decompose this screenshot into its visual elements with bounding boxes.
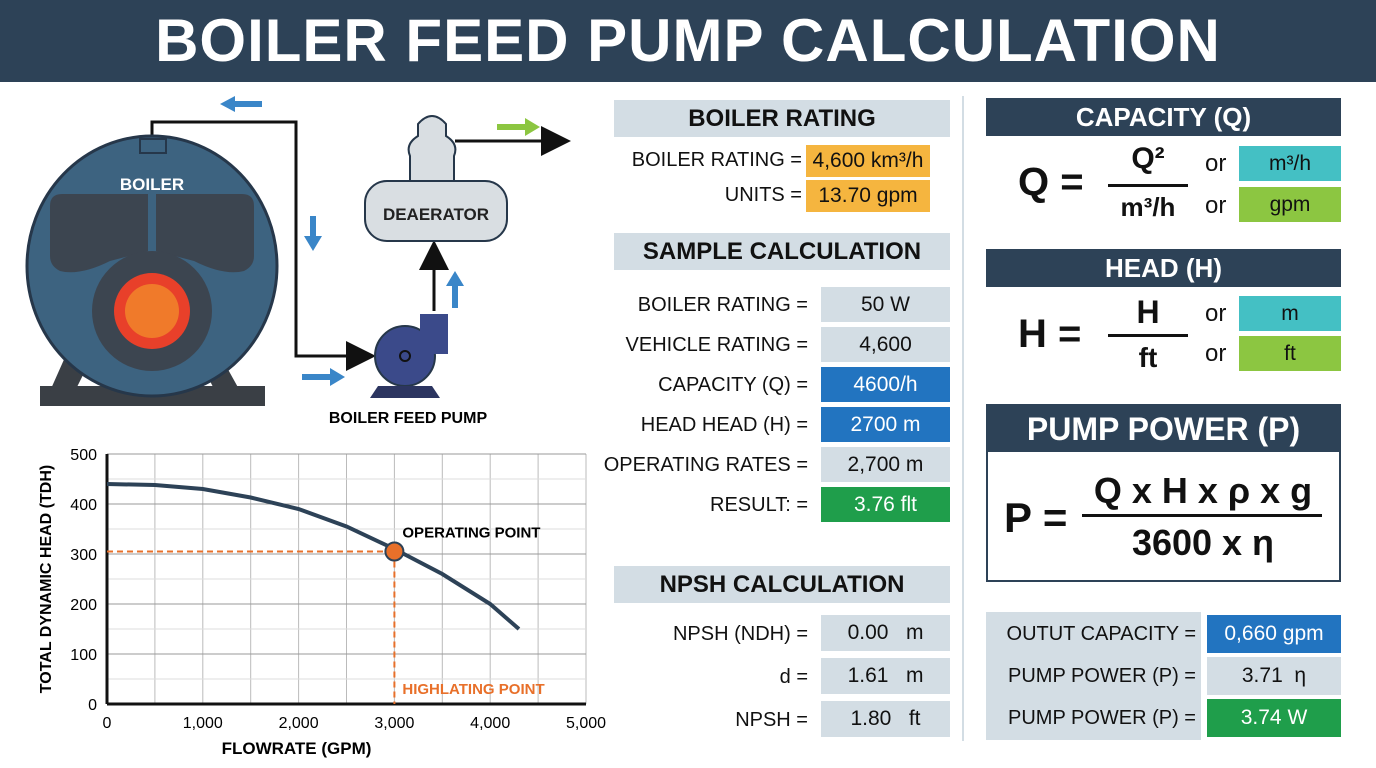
power-numerator: Q x H x ρ x g — [1093, 470, 1313, 511]
pump-label: BOILER FEED PUMP — [329, 410, 488, 427]
power-lhs: P = — [1004, 494, 1068, 541]
pump-power-heading: PUMP POWER (P) — [988, 406, 1339, 452]
pump-curve-line — [106, 482, 521, 631]
sample-row-value: 2,700 m — [821, 447, 950, 482]
y-tick-label: 100 — [70, 647, 97, 664]
head-unit-m: m — [1239, 296, 1341, 331]
sample-row-value: 3.76 flt — [821, 487, 950, 522]
sample-row-label: HEAD HEAD (H) = — [640, 414, 808, 436]
head-denominator: ft — [1138, 342, 1158, 373]
npsh-row-value: 1.61 m — [821, 658, 950, 694]
boiler-rating-heading: BOILER RATING — [614, 100, 950, 137]
sample-row-label: BOILER RATING = — [637, 294, 808, 316]
or-text: or — [1205, 340, 1227, 367]
x-tick-label: 4,000 — [470, 715, 510, 732]
flow-arrows-icon — [220, 96, 464, 386]
y-tick-label: 200 — [70, 597, 97, 614]
fraction-bar — [1108, 334, 1188, 337]
or-text: or — [1205, 300, 1227, 327]
pump-curve-chart: 0 1,000 2,000 3,000 4,000 5,000 0 100 200 300 400 5… — [38, 447, 606, 758]
npsh-row-value: 0.00 m — [821, 615, 950, 651]
results-panel — [986, 612, 1201, 740]
y-axis-label: TOTAL DYNAMIC HEAD (TDH) — [38, 465, 55, 693]
sample-row-value: 4,600 — [821, 327, 950, 362]
sample-row-label: CAPACITY (Q) = — [658, 374, 808, 396]
result-row-label: PUMP POWER (P) = — [1008, 665, 1196, 687]
head-lhs: H = — [1018, 312, 1082, 356]
result-row-label: OUTUT CAPACITY = — [1006, 623, 1196, 645]
capacity-heading: CAPACITY (Q) — [986, 98, 1341, 136]
highlight-point-label: HIGHLATING POINT — [402, 681, 544, 698]
x-tick-label: 3,000 — [374, 715, 414, 732]
boiler-rating-value: 13.70 gpm — [806, 180, 930, 212]
npsh-row-label: NPSH (NDH) = — [672, 623, 808, 645]
operating-point-marker — [384, 541, 405, 562]
npsh-row-value: 1.80 ft — [821, 701, 950, 737]
sample-row-label: VEHICLE RATING = — [625, 334, 808, 356]
y-tick-label: 500 — [70, 447, 97, 464]
result-row-label: PUMP POWER (P) = — [1008, 707, 1196, 729]
operating-point-label: OPERATING POINT — [402, 525, 540, 542]
x-axis-label: FLOWRATE (GPM) — [222, 739, 372, 758]
npsh-heading: NPSH CALCULATION — [614, 566, 950, 603]
fraction-bar — [1082, 514, 1322, 517]
capacity-lhs: Q = — [1018, 160, 1084, 204]
boiler-label: BOILER — [120, 175, 184, 194]
x-tick-label: 5,000 — [566, 715, 606, 732]
x-tick-label: 1,000 — [183, 715, 223, 732]
capacity-unit-m3h: m³/h — [1239, 146, 1341, 181]
result-row-value: 3.74 W — [1207, 699, 1341, 737]
page-title: BOILER FEED PUMP CALCULATION — [0, 0, 1376, 82]
pump-power-box: PUMP POWER (P) P = Q x H x ρ x g 3600 x … — [986, 404, 1341, 582]
boiler-rating-value: 4,600 km³/h — [806, 145, 930, 177]
power-denominator: 3600 x η — [1131, 522, 1275, 563]
capacity-denominator: m³/h — [1120, 192, 1176, 222]
sample-row-value: 4600/h — [821, 367, 950, 402]
head-unit-ft: ft — [1239, 336, 1341, 371]
or-text: or — [1205, 192, 1227, 219]
head-numerator: H — [1136, 294, 1160, 330]
sample-calculation-heading: SAMPLE CALCULATION — [614, 233, 950, 270]
divider — [962, 96, 964, 741]
npsh-row-label: NPSH = — [735, 709, 808, 731]
fraction-bar — [1108, 184, 1188, 187]
y-tick-label: 400 — [70, 497, 97, 514]
boiler-system-diagram: BOILER DEAERATOR BOILER FEED PUMP — [25, 96, 571, 427]
npsh-row-label: d = — [779, 666, 808, 688]
result-row-value: 0,660 gpm — [1207, 615, 1341, 653]
result-row-value: 3.71 η — [1207, 657, 1341, 695]
deaerator-label: DEAERATOR — [383, 205, 489, 224]
y-tick-label: 300 — [70, 547, 97, 564]
sample-row-value: 50 W — [821, 287, 950, 322]
sample-row-label: RESULT: = — [710, 494, 808, 516]
or-text: or — [1205, 150, 1227, 177]
capacity-numerator: Q² — [1131, 142, 1165, 175]
sample-row-label: OPERATING RATES = — [603, 454, 808, 476]
sample-row-value: 2700 m — [821, 407, 950, 442]
head-heading: HEAD (H) — [986, 249, 1341, 287]
x-tick-label: 0 — [103, 715, 112, 732]
boiler-rating-label: UNITS = — [724, 184, 802, 206]
capacity-unit-gpm: gpm — [1239, 187, 1341, 222]
y-tick-label: 0 — [88, 697, 97, 714]
x-tick-label: 2,000 — [279, 715, 319, 732]
boiler-rating-label: BOILER RATING = — [631, 149, 802, 171]
